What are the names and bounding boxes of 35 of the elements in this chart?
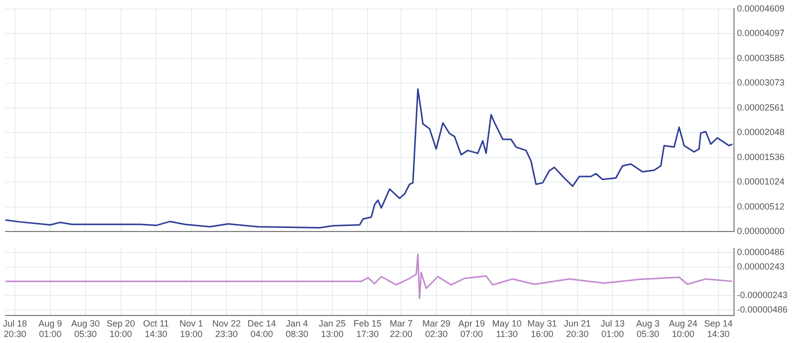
x-tick-label: Jan 4 08:30 — [286, 318, 308, 340]
x-tick-label: Sep 14 14:30 — [704, 318, 733, 340]
x-tick-label: Sep 20 10:00 — [106, 318, 136, 340]
x-tick-label: Jan 25 13:00 — [318, 318, 346, 340]
x-tick-label: May 10 11:30 — [492, 318, 522, 340]
y-tick-label: 0.00000243 — [737, 262, 785, 272]
x-tick-label: Mar 29 02:30 — [422, 318, 450, 340]
y-tick-label: 0.00000000 — [737, 226, 785, 236]
x-tick-label: Aug 24 10:00 — [668, 318, 698, 340]
x-tick-label: Jul 18 20:30 — [2, 318, 28, 340]
x-tick-label: Mar 7 22:00 — [390, 318, 413, 340]
y-tick-label: 0.00001024 — [737, 176, 785, 187]
x-tick-label: Aug 3 05:30 — [636, 318, 660, 340]
x-tick-label: Nov 1 19:00 — [180, 318, 204, 340]
y-tick-label: 0.00002048 — [737, 127, 785, 138]
x-tick-label: Jul 13 01:00 — [600, 318, 625, 340]
x-tick-label: Aug 9 01:00 — [38, 318, 62, 340]
x-tick-label: Jun 21 20:30 — [564, 318, 591, 340]
x-tick-label: Oct 11 14:30 — [143, 318, 169, 340]
y-tick-label: 0.00003585 — [737, 52, 785, 63]
x-tick-label: Apr 19 07:00 — [458, 318, 485, 340]
y-tick-label: 0.00001536 — [737, 152, 785, 162]
y-tick-label: 0.00000512 — [737, 201, 785, 212]
y-tick-label: -0.00000243 — [737, 290, 788, 300]
y-tick-label: 0.00004097 — [737, 28, 785, 38]
y-tick-label: 0.00000486 — [737, 247, 785, 258]
x-tick-label: Nov 22 23:30 — [212, 318, 241, 340]
x-tick-label: Dec 14 04:00 — [248, 318, 276, 340]
y-tick-label: 0.00004609 — [737, 3, 785, 14]
x-tick-label: Feb 15 17:30 — [354, 318, 382, 340]
x-tick-label: May 31 16:00 — [527, 318, 557, 340]
y-tick-label: 0.00003073 — [737, 78, 785, 88]
x-tick-label: Aug 30 05:30 — [71, 318, 100, 340]
y-tick-label: -0.00000486 — [737, 304, 788, 314]
y-tick-label: 0.00002561 — [737, 102, 785, 112]
